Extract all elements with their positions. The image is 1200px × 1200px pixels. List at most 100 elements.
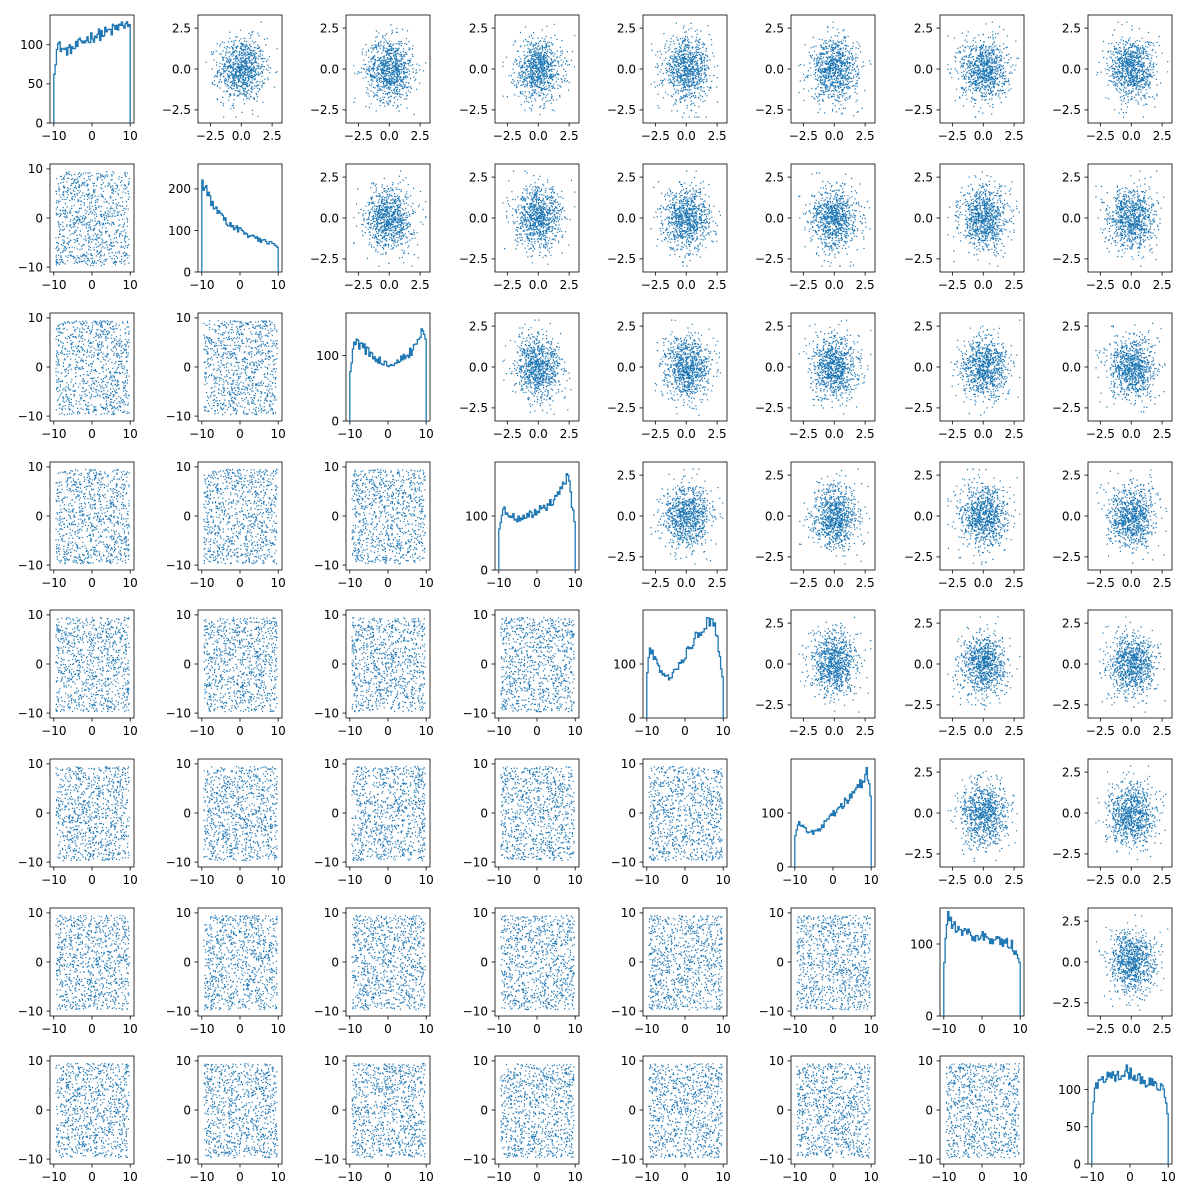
panel-r0-c1-frame <box>197 14 283 124</box>
panel-r6-c5-ytick-label: 10 <box>769 906 784 920</box>
panel-r4-c5-ytick-label: 0.0 <box>765 657 784 671</box>
panel-r7-c6-frame <box>939 1055 1025 1165</box>
panel-r4-c3-frame <box>494 609 580 719</box>
panel-r3-c7-xtick-label: 2.5 <box>1153 576 1172 590</box>
panel-r0-c0-ytick-label: 100 <box>20 38 43 52</box>
panel-r2-c2-histogram <box>349 328 427 421</box>
panel-r0-c2-scatter-points <box>353 24 427 115</box>
panel-r5-c7: −2.5 0.0 2.5 −2.5 0.0 2.5 <box>1052 758 1173 887</box>
panel-r5-c4-scatter-points <box>648 765 723 862</box>
panel-r1-c7-xtick-label: 2.5 <box>1153 278 1172 292</box>
panel-r2-c0: −10 0 10 −10 0 10 <box>18 311 138 441</box>
panel-r2-c1-ytick-label: 10 <box>176 311 191 325</box>
panel-r0-c0-histogram <box>53 21 131 123</box>
panel-r3-c7-ytick-label: −2.5 <box>1052 550 1081 564</box>
panel-r7-c2-xtick-label: 0 <box>384 1170 392 1184</box>
panel-r1-c7-scatter-points <box>1095 170 1165 267</box>
panel-r4-c7-xtick-label: 2.5 <box>1153 724 1172 738</box>
panel-r0-c6-xtick-label: 2.5 <box>1005 129 1024 143</box>
panel-r0-c2-ytick-label: 0.0 <box>320 62 339 76</box>
panel-r4-c2-ytick-label: 10 <box>324 608 339 622</box>
panel-r6-c3-xtick-label: −10 <box>486 1022 511 1036</box>
panel-r6-c0-ytick-label: −10 <box>18 1004 43 1018</box>
panel-r4-c4-xtick-label: 0 <box>681 724 689 738</box>
panel-r5-c2-xtick-label: −10 <box>337 873 362 887</box>
panel-r6-c2-ytick-label: −10 <box>314 1004 339 1018</box>
panel-r7-c2-scatter-points <box>351 1062 426 1159</box>
panel-r3-c3-xtick-label: −10 <box>486 576 511 590</box>
panel-r1-c4: −2.5 0.0 2.5 −2.5 0.0 2.5 <box>607 163 728 292</box>
panel-r1-c0-ytick-label: 0 <box>35 211 43 225</box>
panel-r5-c2: −10 0 10 −10 0 10 <box>314 757 434 887</box>
panel-r2-c3-frame <box>494 312 580 422</box>
panel-r4-c2-xtick-label: 10 <box>419 724 434 738</box>
panel-r4-c7-ytick-label: 0.0 <box>1062 657 1081 671</box>
panel-r7-c6-scatter-points <box>945 1063 1020 1159</box>
panel-r0-c3: −2.5 0.0 2.5 −2.5 0.0 2.5 <box>459 14 580 143</box>
panel-r1-c3-xtick-label: 0.0 <box>529 278 548 292</box>
panel-r2-c1-xtick-label: −10 <box>189 427 214 441</box>
panel-r6-c2: −10 0 10 −10 0 10 <box>314 906 434 1036</box>
panel-r4-c7-ytick-label: 2.5 <box>1062 616 1081 630</box>
panel-r4-c3-xtick-label: −10 <box>486 724 511 738</box>
panel-r7-c7-histogram <box>1091 1064 1169 1164</box>
panel-r3-c6-scatter-points <box>947 468 1021 565</box>
panel-r1-c7-xtick-label: 0.0 <box>1122 278 1141 292</box>
panel-r5-c4-ytick-label: −10 <box>611 855 636 869</box>
panel-r5-c5-xtick-label: 0 <box>829 873 837 887</box>
panel-r2-c5-xtick-label: 0.0 <box>825 427 844 441</box>
panel-r2-c3-ytick-label: 0.0 <box>469 360 488 374</box>
panel-r1-c1-xtick-label: −10 <box>189 278 214 292</box>
panel-r0-c0-ytick-label: 50 <box>28 77 43 91</box>
panel-r6-c6-ytick-label: 0 <box>925 1009 933 1023</box>
panel-r7-c4-xtick-label: 0 <box>681 1170 689 1184</box>
panel-r1-c0-ytick-label: −10 <box>18 260 43 274</box>
panel-r5-c3-xtick-label: 0 <box>533 873 541 887</box>
panel-r7-c4-scatter-points <box>648 1063 723 1159</box>
panel-r6-c4-ytick-label: −10 <box>611 1004 636 1018</box>
panel-r7-c4-frame <box>642 1055 728 1165</box>
panel-r7-c5-ytick-label: 0 <box>776 1103 784 1117</box>
panel-r4-c0: −10 0 10 −10 0 10 <box>18 608 138 738</box>
panel-r7-c4-ytick-label: 10 <box>621 1054 636 1068</box>
panel-r0-c0-ytick-label: 0 <box>35 116 43 130</box>
panel-r1-c3-ytick-label: 2.5 <box>469 170 488 184</box>
panel-r5-c1-xtick-label: 0 <box>236 873 244 887</box>
panel-r3-c1-xtick-label: 0 <box>236 576 244 590</box>
panel-r4-c5: −2.5 0.0 2.5 −2.5 0.0 2.5 <box>755 609 876 738</box>
panel-r5-c0-frame <box>49 758 135 868</box>
panel-r1-c3-frame <box>494 163 580 273</box>
panel-r5-c7-xtick-label: 2.5 <box>1153 873 1172 887</box>
panel-r6-c5-xtick-label: −10 <box>782 1022 807 1036</box>
panel-r5-c2-ytick-label: 0 <box>331 806 339 820</box>
panel-r4-c6-frame <box>939 609 1025 719</box>
panel-r3-c2-xtick-label: 10 <box>419 576 434 590</box>
panel-r5-c2-ytick-label: −10 <box>314 855 339 869</box>
panel-r4-c7-xtick-label: −2.5 <box>1086 724 1115 738</box>
panel-r3-c4-xtick-label: −2.5 <box>641 576 670 590</box>
panel-r7-c0-ytick-label: 10 <box>28 1054 43 1068</box>
panel-r1-c6-ytick-label: 0.0 <box>914 211 933 225</box>
panel-r5-c5-ytick-label: 100 <box>761 806 784 820</box>
panel-r0-c7: −2.5 0.0 2.5 −2.5 0.0 2.5 <box>1052 14 1173 143</box>
panel-r4-c3-ytick-label: 0 <box>480 657 488 671</box>
panel-r1-c1-ytick-label: 200 <box>168 182 191 196</box>
panel-r2-c4-scatter-points <box>654 319 722 416</box>
panel-r6-c2-ytick-label: 0 <box>331 955 339 969</box>
panel-r7-c7-ytick-label: 0 <box>1073 1157 1081 1171</box>
panel-r7-c0-xtick-label: 10 <box>123 1170 138 1184</box>
panel-r2-c3-ytick-label: −2.5 <box>459 401 488 415</box>
panel-r2-c6-ytick-label: 0.0 <box>914 360 933 374</box>
panel-r3-c4-scatter-points <box>650 468 724 565</box>
panel-r7-c1-frame <box>197 1055 283 1165</box>
panel-r7-c3-ytick-label: −10 <box>463 1152 488 1166</box>
panel-r2-c5-frame <box>790 312 876 422</box>
panel-r3-c4-frame <box>642 461 728 571</box>
panel-r4-c5-ytick-label: 2.5 <box>765 616 784 630</box>
panel-r5-c1-ytick-label: −10 <box>166 855 191 869</box>
panel-r3-c2-scatter-points <box>351 468 426 565</box>
panel-r2-c4-frame <box>642 312 728 422</box>
panel-r4-c4-ytick-label: 100 <box>613 657 636 671</box>
panel-r6-c3-ytick-label: 10 <box>473 906 488 920</box>
panel-r4-c5-xtick-label: 0.0 <box>825 724 844 738</box>
